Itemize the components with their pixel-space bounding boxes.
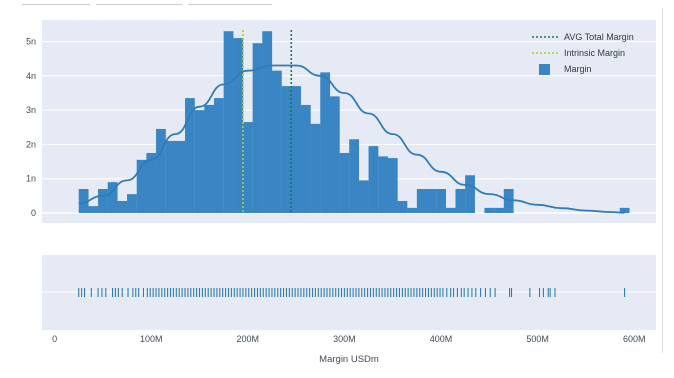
histogram-bar[interactable] <box>310 123 321 213</box>
histogram-bar[interactable] <box>455 188 466 213</box>
histogram-bar[interactable] <box>329 96 340 213</box>
y-tick-label: 3n <box>26 105 36 115</box>
histogram-bar[interactable] <box>407 207 417 213</box>
x-tick-label: 100M <box>140 334 163 344</box>
histogram-bar[interactable] <box>465 175 475 213</box>
histogram-bar[interactable] <box>233 38 244 213</box>
histogram-bar[interactable] <box>156 128 166 213</box>
top-tab-underline-3 <box>188 4 272 5</box>
histogram-bar[interactable] <box>378 156 389 213</box>
histogram-bar[interactable] <box>397 200 408 213</box>
y-tick-label: 0 <box>31 208 36 218</box>
x-tick-label: 600M <box>623 334 646 344</box>
histogram-bar[interactable] <box>185 98 195 213</box>
histogram-bar[interactable] <box>503 188 514 213</box>
histogram-bar[interactable] <box>88 206 99 213</box>
x-tick-label: 400M <box>430 334 453 344</box>
histogram-bar[interactable] <box>175 140 186 213</box>
top-tab-underline-2 <box>96 4 182 5</box>
y-tick-label: 2n <box>26 139 36 149</box>
y-tick-label: 4n <box>26 71 36 81</box>
top-tab-underline-1 <box>22 4 90 5</box>
histogram-bar[interactable] <box>242 122 253 213</box>
histogram-bar[interactable] <box>281 86 292 213</box>
histogram-bar[interactable] <box>291 86 302 213</box>
histogram-bar[interactable] <box>484 207 495 213</box>
histogram-bar[interactable] <box>194 110 205 213</box>
kde-curve-line <box>78 64 625 214</box>
histogram-bar[interactable] <box>426 188 437 213</box>
x-tick-label: 300M <box>333 334 356 344</box>
histogram-bar[interactable] <box>262 31 273 214</box>
legend-label[interactable]: AVG Total Margin <box>564 32 634 42</box>
histogram-bar[interactable] <box>349 139 360 213</box>
reference-lines <box>242 30 293 213</box>
histogram-bar[interactable] <box>445 207 456 213</box>
histogram-bar[interactable] <box>416 188 427 213</box>
histogram-bar[interactable] <box>494 207 504 213</box>
legend-swatch[interactable] <box>539 64 550 75</box>
histogram-bar[interactable] <box>271 70 282 213</box>
y-tick-label: 5n <box>26 37 36 47</box>
histogram-bar[interactable] <box>300 104 311 213</box>
y-tick-label: 1n <box>26 174 36 184</box>
histogram-bar[interactable] <box>107 182 118 213</box>
histogram-bar[interactable] <box>146 152 157 213</box>
histogram-bar[interactable] <box>368 146 379 213</box>
legend[interactable]: AVG Total Margin Intrinsic Margin Margin <box>532 32 634 75</box>
histogram-bar[interactable] <box>358 180 369 213</box>
histogram-bar[interactable] <box>619 207 630 213</box>
panel-divider <box>662 8 663 353</box>
histogram-bar[interactable] <box>320 72 331 214</box>
histogram-bar[interactable] <box>223 31 234 214</box>
x-axis-title: Margin USDm <box>319 354 379 365</box>
histogram-bar[interactable] <box>213 98 224 213</box>
x-tick-label: 0 <box>52 334 57 344</box>
histogram-bar[interactable] <box>117 200 128 213</box>
histogram-bar[interactable] <box>387 158 398 213</box>
legend-label[interactable]: Intrinsic Margin <box>564 48 625 58</box>
x-axis-ticks: 0 100M 200M 300M 400M 500M 600M <box>52 334 645 344</box>
rug-ticks[interactable] <box>78 288 626 297</box>
histogram-bar[interactable] <box>165 140 176 213</box>
histogram-bar[interactable] <box>127 194 137 213</box>
histogram-bar[interactable] <box>78 188 89 213</box>
histogram-bar[interactable] <box>136 159 147 213</box>
x-tick-label: 500M <box>526 334 549 344</box>
top-tab-strip <box>22 0 272 6</box>
histogram-bar[interactable] <box>204 104 215 213</box>
histogram-bar[interactable] <box>339 152 350 213</box>
density-curve <box>78 64 625 214</box>
histogram-bar[interactable] <box>98 188 108 213</box>
y-axis-ticks: 0 1n 2n 3n 4n 5n <box>26 37 36 219</box>
legend-label[interactable]: Margin <box>564 64 592 74</box>
histogram-bars[interactable] <box>78 31 630 214</box>
histogram-bar[interactable] <box>436 188 446 213</box>
x-tick-label: 200M <box>237 334 260 344</box>
histogram-bar[interactable] <box>252 43 263 214</box>
